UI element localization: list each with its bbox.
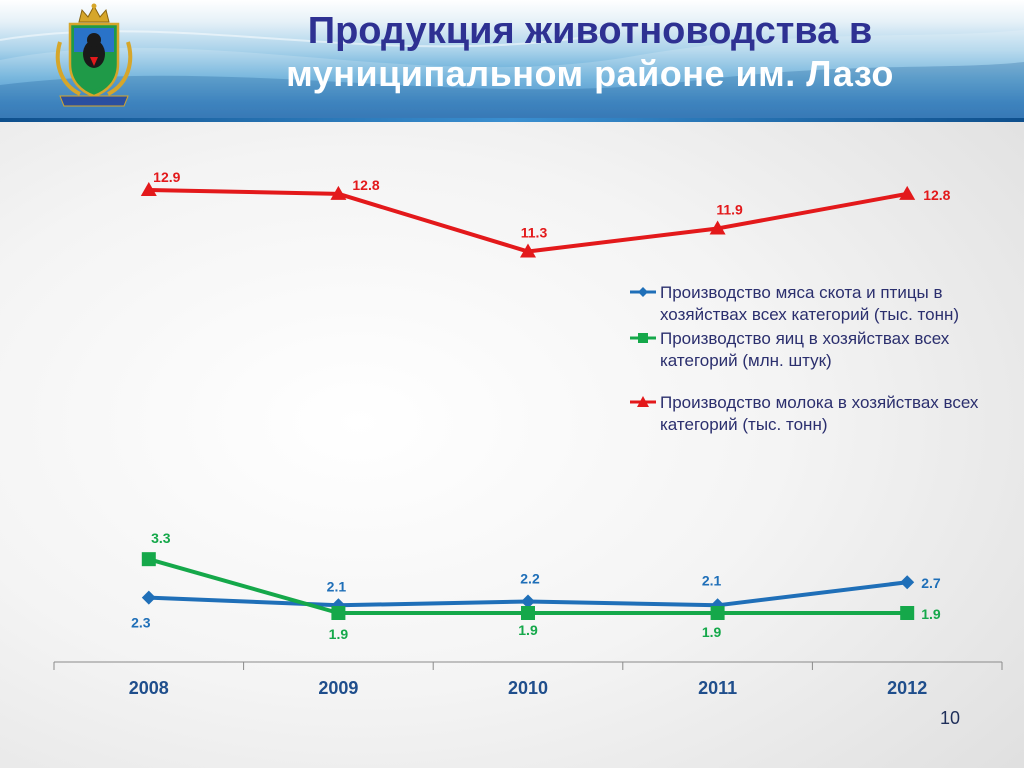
- data-label: 2.2: [520, 570, 540, 586]
- data-point-square: [331, 606, 346, 620]
- legend-item-meat: Производство мяса скота и птицы в хозяйс…: [628, 282, 1008, 326]
- data-point-triangle: [140, 182, 157, 196]
- data-point-triangle: [520, 243, 536, 258]
- header-divider: [0, 118, 1024, 122]
- data-label: 1.9: [329, 626, 349, 642]
- data-label: 3.3: [151, 530, 171, 546]
- legend-item-milk: Производство молока в хозяйствах всех ка…: [628, 392, 1008, 436]
- data-label: 2.3: [131, 615, 151, 631]
- data-label: 12.8: [923, 187, 950, 203]
- data-label: 2.1: [327, 578, 347, 594]
- data-point-square: [710, 606, 725, 620]
- data-label: 12.8: [352, 177, 379, 193]
- x-tick-label-2012: 2012: [887, 678, 927, 698]
- page-number: 10: [939, 708, 960, 728]
- slide-header: Продукция животноводства в муниципальном…: [0, 0, 1024, 120]
- legend-label-eggs: Производство яиц в хозяйствах всех катег…: [660, 329, 950, 370]
- legend-item-eggs: Производство яиц в хозяйствах всех катег…: [628, 328, 1008, 372]
- x-tick-label-2010: 2010: [508, 678, 548, 698]
- khabarovsk-coat-of-arms-icon: [55, 3, 133, 107]
- slide-title-line-2: муниципальном районе им. Лазо: [286, 53, 894, 94]
- data-label: 12.9: [153, 169, 180, 185]
- data-point-triangle: [330, 185, 347, 200]
- legend-label-meat: Производство мяса скота и птицы в хозяйс…: [660, 283, 960, 324]
- header-wave-decoration: [0, 30, 1024, 120]
- data-label: 11.9: [716, 201, 743, 217]
- legend-square-icon: [630, 333, 656, 343]
- data-label: 1.9: [702, 624, 722, 640]
- legend-label-milk: Производство молока в хозяйствах всех ка…: [660, 393, 979, 434]
- chart-legend: Производство мяса скота и птицы в хозяйс…: [628, 282, 1008, 436]
- data-label: 1.9: [921, 606, 941, 622]
- x-tick-label-2009: 2009: [318, 678, 358, 698]
- data-point-diamond: [900, 575, 915, 590]
- data-point-triangle: [899, 185, 916, 200]
- slide-title-line-1: Продукция животноводства в: [307, 10, 873, 52]
- data-point-diamond: [521, 594, 535, 609]
- data-label: 2.1: [702, 572, 722, 588]
- data-point-triangle: [709, 220, 726, 235]
- line-chart: 2008 2009 2010 2011 2012 2.3 2.1 2.2 2.1 2.7 3.3 1.…: [53, 169, 1003, 698]
- data-label: 11.3: [521, 225, 548, 241]
- data-point-square: [521, 606, 535, 620]
- data-label: 1.9: [518, 622, 538, 638]
- data-label: 2.7: [921, 575, 941, 591]
- legend-triangle-icon: [630, 396, 656, 407]
- data-point-diamond: [141, 590, 156, 605]
- x-tick-label-2008: 2008: [129, 678, 169, 698]
- x-tick-label-2011: 2011: [698, 678, 737, 698]
- data-point-square: [900, 606, 915, 620]
- series-line-2: [148, 188, 908, 254]
- legend-diamond-icon: [630, 287, 656, 297]
- data-point-square: [141, 552, 156, 567]
